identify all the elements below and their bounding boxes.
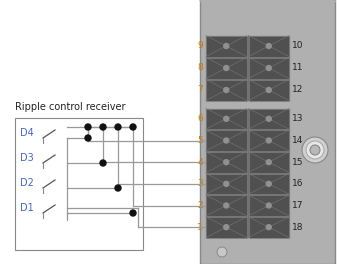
Text: 5: 5 xyxy=(197,136,203,145)
Text: 1: 1 xyxy=(197,223,203,232)
Text: D1: D1 xyxy=(20,203,34,213)
Text: 4: 4 xyxy=(198,158,203,167)
Text: 10: 10 xyxy=(292,41,304,50)
Bar xyxy=(200,0,335,264)
Bar xyxy=(249,217,289,238)
Circle shape xyxy=(224,203,229,208)
Bar xyxy=(206,130,246,151)
Circle shape xyxy=(100,160,106,166)
Circle shape xyxy=(224,160,229,165)
Bar xyxy=(206,109,246,129)
Bar xyxy=(205,35,290,101)
Circle shape xyxy=(115,124,121,130)
Bar xyxy=(206,58,246,78)
Bar xyxy=(249,130,289,151)
Text: 16: 16 xyxy=(292,179,304,188)
Bar xyxy=(249,173,289,194)
Circle shape xyxy=(224,138,229,143)
Circle shape xyxy=(266,116,271,121)
Circle shape xyxy=(217,247,227,257)
Circle shape xyxy=(266,160,271,165)
Circle shape xyxy=(266,65,271,70)
Text: 15: 15 xyxy=(292,158,304,167)
Text: 7: 7 xyxy=(197,86,203,95)
Text: 11: 11 xyxy=(292,64,304,73)
Bar xyxy=(206,79,246,101)
Text: 9: 9 xyxy=(197,41,203,50)
Circle shape xyxy=(224,116,229,121)
Bar xyxy=(249,195,289,216)
Bar xyxy=(249,79,289,101)
Bar xyxy=(249,152,289,172)
Circle shape xyxy=(224,65,229,70)
Circle shape xyxy=(224,44,229,49)
Bar xyxy=(206,35,246,56)
Circle shape xyxy=(224,225,229,230)
Text: 18: 18 xyxy=(292,223,304,232)
Circle shape xyxy=(266,225,271,230)
Circle shape xyxy=(266,203,271,208)
Bar xyxy=(249,35,289,56)
Circle shape xyxy=(115,185,121,191)
Bar xyxy=(249,109,289,129)
Text: Ripple control receiver: Ripple control receiver xyxy=(15,102,125,112)
Circle shape xyxy=(306,141,324,159)
Bar xyxy=(205,108,290,238)
Circle shape xyxy=(224,87,229,92)
Circle shape xyxy=(266,138,271,143)
Circle shape xyxy=(310,145,320,155)
Circle shape xyxy=(266,87,271,92)
Text: 13: 13 xyxy=(292,114,304,123)
Circle shape xyxy=(85,124,91,130)
Text: D4: D4 xyxy=(20,128,34,138)
Text: 12: 12 xyxy=(292,86,303,95)
Bar xyxy=(206,173,246,194)
Bar xyxy=(206,217,246,238)
Circle shape xyxy=(302,137,328,163)
Bar xyxy=(206,195,246,216)
Circle shape xyxy=(130,210,136,216)
Circle shape xyxy=(224,181,229,186)
Text: 8: 8 xyxy=(197,64,203,73)
Bar xyxy=(249,58,289,78)
Text: 3: 3 xyxy=(197,179,203,188)
Text: D2: D2 xyxy=(20,178,34,188)
Text: 6: 6 xyxy=(197,114,203,123)
Circle shape xyxy=(130,124,136,130)
Text: 14: 14 xyxy=(292,136,303,145)
Circle shape xyxy=(266,181,271,186)
Text: D3: D3 xyxy=(20,153,34,163)
Circle shape xyxy=(100,124,106,130)
Bar xyxy=(206,152,246,172)
Text: 17: 17 xyxy=(292,201,304,210)
Circle shape xyxy=(266,44,271,49)
Text: 2: 2 xyxy=(198,201,203,210)
Circle shape xyxy=(85,135,91,141)
Bar xyxy=(15,118,143,250)
